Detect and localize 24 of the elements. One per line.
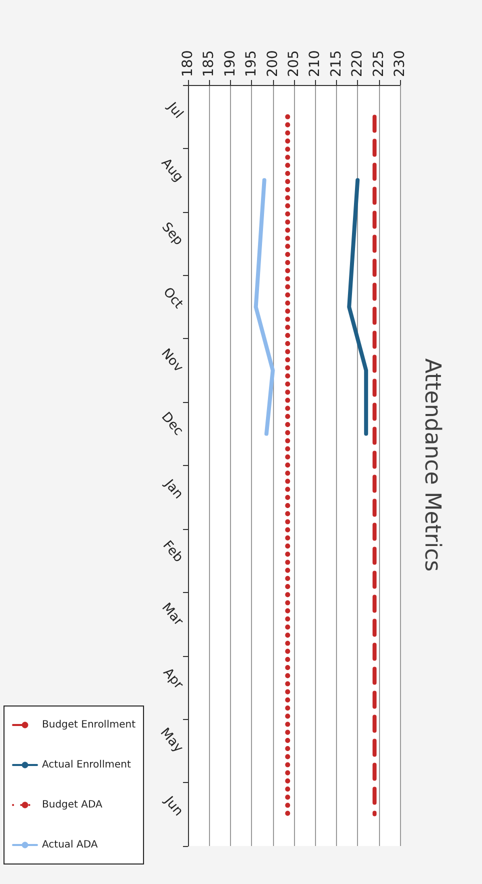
x-tick-label: 190 [222, 50, 238, 77]
y-tick-label: Mar [158, 600, 186, 630]
y-tick-label: Sep [158, 220, 186, 248]
x-tick-label: 200 [264, 50, 281, 77]
x-tick-label: 210 [307, 50, 324, 77]
legend-label: Budget Enrollment [42, 720, 136, 730]
x-tick-label: 185 [201, 50, 218, 77]
legend-label: Budget ADA [42, 800, 103, 810]
x-tick-label: 220 [350, 50, 366, 77]
x-tick-label: 215 [328, 50, 344, 77]
legend-label: Actual Enrollment [42, 760, 131, 770]
y-tick-label: Feb [159, 538, 186, 566]
y-tick-label: Apr [160, 665, 186, 693]
x-tick-label: 225 [370, 50, 387, 77]
y-tick-label: Jun [160, 793, 186, 820]
y-tick-label: Jul [164, 99, 186, 122]
legend-label: Actual ADA [42, 840, 98, 850]
x-tick-label: 180 [180, 50, 196, 77]
y-tick-label: Oct [160, 284, 186, 312]
text: Attendance Metrics [420, 358, 444, 572]
x-tick-label: 230 [392, 50, 408, 77]
y-tick-label: Jan [160, 476, 186, 502]
x-tick-label: 195 [244, 50, 260, 77]
x-tick-label: 205 [286, 50, 302, 77]
